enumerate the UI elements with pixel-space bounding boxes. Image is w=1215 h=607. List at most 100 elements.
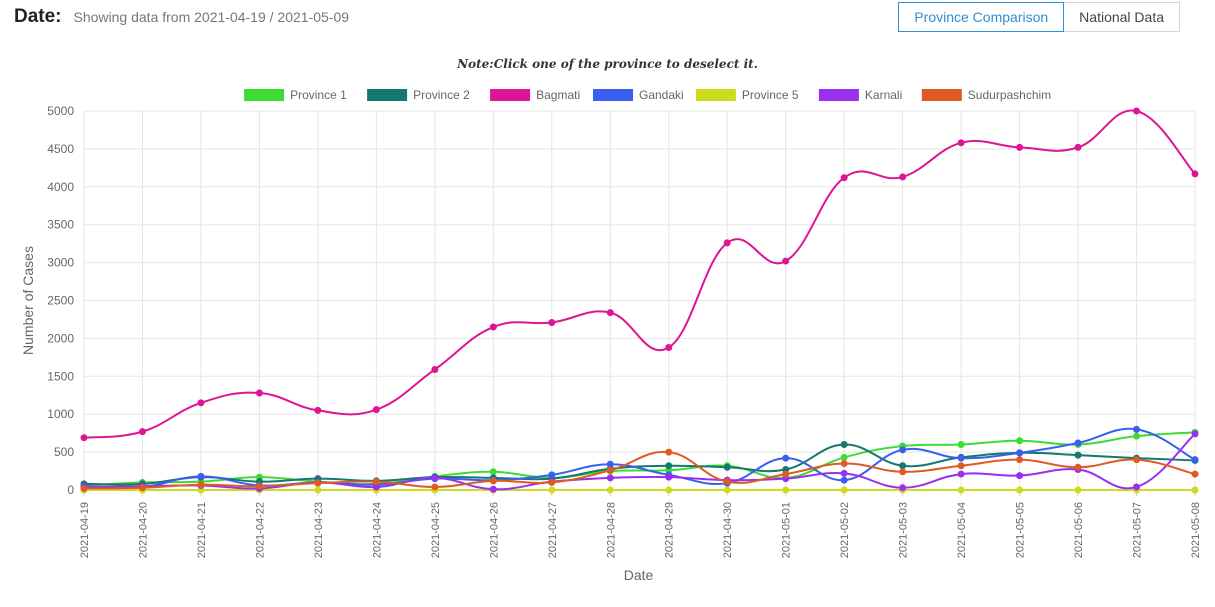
data-point-province-2[interactable] (723, 463, 731, 471)
data-point-sudurpashchim[interactable] (255, 482, 263, 490)
legend-item-karnali[interactable]: Karnali (818, 88, 902, 102)
data-point-sudurpashchim[interactable] (606, 466, 614, 474)
x-tick-label: 2021-04-22 (254, 502, 266, 558)
series-line-province-2 (83, 443, 1196, 486)
legend-item-bagmati[interactable]: Bagmati (490, 88, 580, 102)
data-point-karnali[interactable] (1016, 472, 1024, 480)
data-point-province-5[interactable] (1016, 486, 1024, 494)
data-point-sudurpashchim[interactable] (840, 459, 848, 467)
data-point-province-1[interactable] (1133, 432, 1141, 440)
data-point-province-2[interactable] (665, 462, 673, 470)
data-point-sudurpashchim[interactable] (80, 484, 88, 492)
data-point-bagmati[interactable] (606, 309, 614, 317)
national-data-button[interactable]: National Data (1064, 2, 1180, 32)
x-tick-label: 2021-04-26 (488, 502, 500, 558)
data-point-bagmati[interactable] (1016, 143, 1024, 151)
data-point-sudurpashchim[interactable] (197, 481, 205, 489)
data-point-bagmati[interactable] (314, 406, 322, 414)
data-point-sudurpashchim[interactable] (314, 479, 322, 487)
data-point-gandaki[interactable] (1191, 456, 1199, 464)
data-point-sudurpashchim[interactable] (1016, 456, 1024, 464)
data-point-bagmati[interactable] (1074, 143, 1082, 151)
data-point-province-5[interactable] (606, 486, 614, 494)
data-point-gandaki[interactable] (197, 472, 205, 480)
x-tick-label: 2021-04-25 (430, 502, 442, 558)
data-point-province-5[interactable] (314, 486, 322, 494)
data-point-province-2[interactable] (899, 462, 907, 470)
data-point-bagmati[interactable] (255, 389, 263, 397)
data-point-sudurpashchim[interactable] (899, 468, 907, 476)
data-point-bagmati[interactable] (489, 323, 497, 331)
legend-item-province-5[interactable]: Province 5 (695, 88, 799, 102)
data-point-bagmati[interactable] (957, 139, 965, 147)
data-point-gandaki[interactable] (899, 446, 907, 454)
data-point-province-5[interactable] (1074, 486, 1082, 494)
data-point-gandaki[interactable] (1074, 439, 1082, 447)
data-point-province-1[interactable] (489, 468, 497, 476)
data-point-bagmati[interactable] (80, 434, 88, 442)
date-header: Date: Showing data from 2021-04-19 / 202… (14, 6, 349, 28)
data-point-gandaki[interactable] (957, 454, 965, 462)
data-point-province-5[interactable] (665, 486, 673, 494)
legend-item-province-2[interactable]: Province 2 (367, 88, 470, 102)
x-tick-label: 2021-05-04 (956, 502, 968, 558)
x-tick-label: 2021-05-01 (781, 502, 793, 558)
data-point-province-5[interactable] (782, 486, 790, 494)
data-point-karnali[interactable] (1133, 483, 1141, 491)
data-point-sudurpashchim[interactable] (1133, 456, 1141, 464)
data-point-province-5[interactable] (840, 486, 848, 494)
data-point-bagmati[interactable] (782, 257, 790, 265)
data-point-gandaki[interactable] (1016, 449, 1024, 457)
data-point-province-1[interactable] (1016, 437, 1024, 445)
data-point-karnali[interactable] (840, 469, 848, 477)
legend-item-gandaki[interactable]: Gandaki (593, 88, 684, 102)
data-point-karnali[interactable] (899, 484, 907, 492)
legend-item-province-1[interactable]: Province 1 (244, 88, 347, 102)
data-point-bagmati[interactable] (899, 173, 907, 181)
data-point-bagmati[interactable] (723, 239, 731, 247)
data-point-bagmati[interactable] (431, 365, 439, 373)
data-point-province-1[interactable] (840, 453, 848, 461)
data-point-karnali[interactable] (957, 470, 965, 478)
data-point-sudurpashchim[interactable] (665, 448, 673, 456)
data-point-bagmati[interactable] (840, 174, 848, 182)
data-point-bagmati[interactable] (197, 399, 205, 407)
data-point-sudurpashchim[interactable] (723, 478, 731, 486)
data-point-sudurpashchim[interactable] (957, 462, 965, 470)
data-point-gandaki[interactable] (606, 460, 614, 468)
data-point-bagmati[interactable] (372, 406, 380, 414)
data-point-sudurpashchim[interactable] (1074, 463, 1082, 471)
data-point-bagmati[interactable] (1191, 170, 1199, 178)
data-point-karnali[interactable] (606, 474, 614, 482)
data-point-sudurpashchim[interactable] (431, 483, 439, 491)
data-point-karnali[interactable] (665, 473, 673, 481)
data-point-province-1[interactable] (957, 441, 965, 449)
data-point-sudurpashchim[interactable] (1191, 470, 1199, 478)
data-point-sudurpashchim[interactable] (138, 484, 146, 492)
data-point-gandaki[interactable] (840, 476, 848, 484)
data-point-gandaki[interactable] (782, 454, 790, 462)
province-comparison-button[interactable]: Province Comparison (898, 2, 1065, 32)
data-point-province-2[interactable] (840, 441, 848, 449)
data-point-bagmati[interactable] (138, 428, 146, 436)
data-point-karnali[interactable] (1191, 430, 1199, 438)
data-point-sudurpashchim[interactable] (782, 470, 790, 478)
data-point-province-5[interactable] (548, 486, 556, 494)
data-point-province-2[interactable] (1074, 451, 1082, 459)
data-point-bagmati[interactable] (665, 343, 673, 351)
data-point-karnali[interactable] (431, 474, 439, 482)
data-point-bagmati[interactable] (1133, 107, 1141, 115)
data-point-province-5[interactable] (957, 486, 965, 494)
y-tick-label: 4000 (47, 180, 74, 194)
data-point-bagmati[interactable] (548, 318, 556, 326)
series-karnali (80, 430, 1199, 493)
data-point-karnali[interactable] (489, 485, 497, 493)
data-point-sudurpashchim[interactable] (372, 478, 380, 486)
data-point-province-5[interactable] (1191, 486, 1199, 494)
data-point-gandaki[interactable] (1133, 425, 1141, 433)
data-point-sudurpashchim[interactable] (489, 477, 497, 485)
data-point-sudurpashchim[interactable] (548, 478, 556, 486)
data-point-province-5[interactable] (723, 486, 731, 494)
data-point-gandaki[interactable] (548, 471, 556, 479)
legend-item-sudurpashchim[interactable]: Sudurpashchim (921, 88, 1051, 102)
